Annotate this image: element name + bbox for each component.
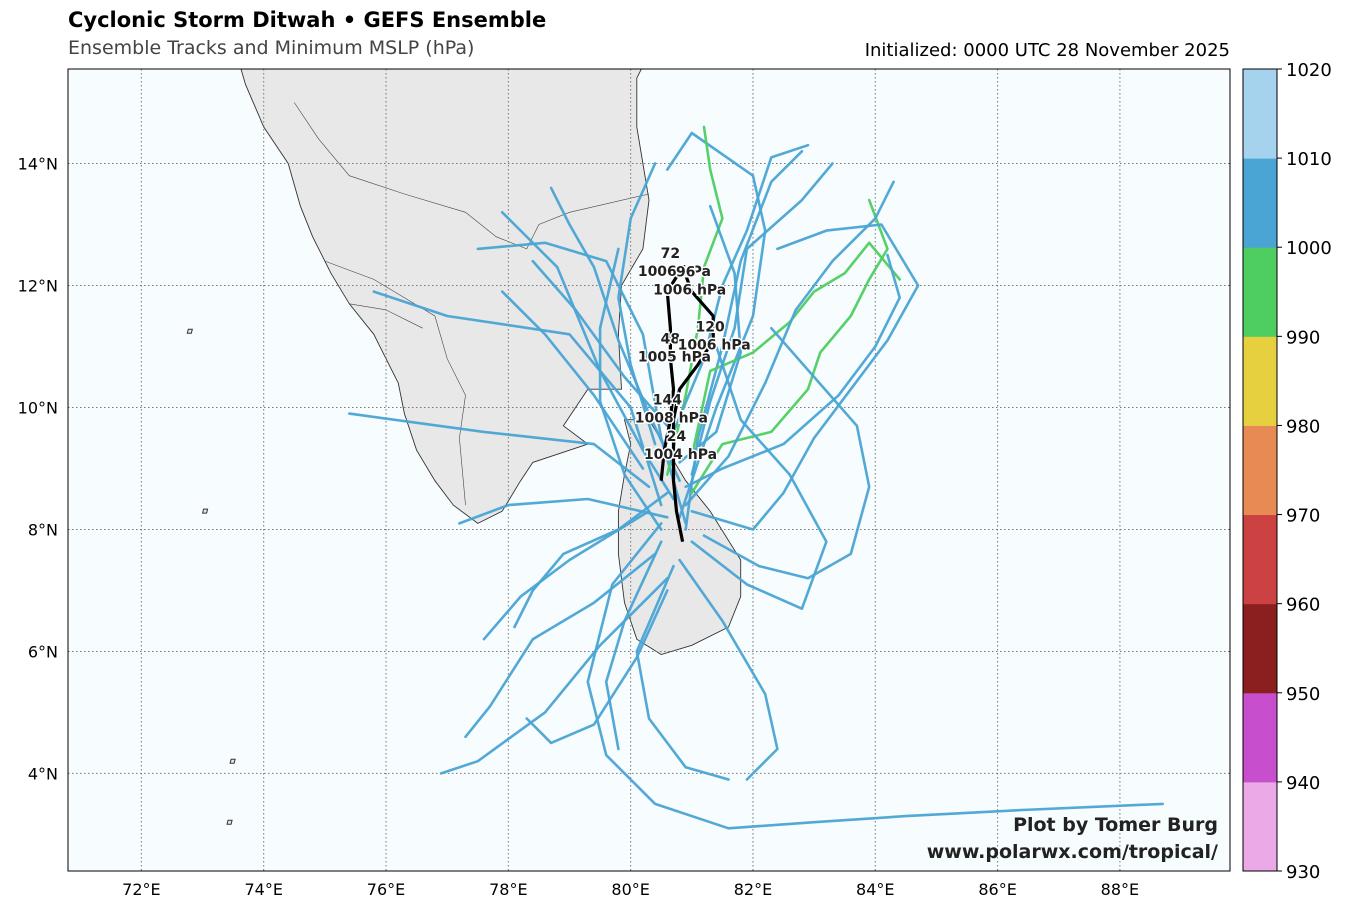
ensemble-member-track: [513, 491, 669, 629]
ensemble-member-track: [586, 522, 1164, 830]
colorbar-frame: [1242, 68, 1278, 872]
ensemble-member-track: [617, 162, 657, 446]
forecast-hour-label: 120: [696, 319, 725, 335]
ensemble-member-track: [690, 241, 902, 458]
forecast-pressure-label: 1004 hPa: [644, 447, 717, 463]
chart-subtitle: Ensemble Tracks and Minimum MSLP (hPa): [68, 37, 475, 59]
longitude-tick-label: 74°E: [244, 880, 282, 899]
latitude-tick-label: 4°N: [28, 764, 58, 783]
forecast-hour-label: 144: [653, 392, 682, 408]
ensemble-tracks: [347, 125, 1164, 830]
credit-website: www.polarwx.com/tropical/: [927, 841, 1218, 863]
ensemble-member-track: [684, 180, 895, 507]
ensemble-member-track: [604, 540, 663, 751]
colorbar-tick-label: 1020: [1286, 60, 1332, 81]
ensemble-member-track: [690, 345, 828, 611]
chart-title: Cyclonic Storm Ditwah • GEFS Ensemble: [68, 8, 547, 32]
longitude-tick-label: 76°E: [367, 880, 405, 899]
colorbar-tick-label: 930: [1286, 862, 1320, 883]
colorbar-segment: [1243, 514, 1277, 605]
colorbar-segment: [1243, 69, 1277, 159]
forecast-pressure-label: 1008 hPa: [635, 410, 708, 426]
longitude-tick-label: 88°E: [1101, 880, 1139, 899]
ensemble-member-track: [665, 125, 724, 476]
lat-lon-gridlines: [68, 69, 1230, 871]
colorbar-tick-label: 950: [1286, 684, 1320, 705]
colorbar-tick-label: 1010: [1286, 149, 1332, 170]
state-border: [294, 102, 650, 250]
latitude-tick-labels: 4°N 6°N 8°N 10°N 12°N 14°N: [18, 155, 58, 784]
colorbar-tick-label: 980: [1286, 416, 1320, 437]
colorbar-segment: [1243, 247, 1277, 337]
ensemble-member-track: [672, 143, 810, 434]
ensemble-member-track: [678, 558, 779, 781]
longitude-tick-label: 78°E: [489, 880, 527, 899]
forecast-hour-label: 48: [661, 331, 680, 347]
latitude-tick-label: 6°N: [28, 642, 58, 661]
map-frame: [67, 68, 1231, 872]
longitude-tick-label: 82°E: [734, 880, 772, 899]
ensemble-member-track: [665, 131, 767, 519]
colorbar-segment: [1243, 425, 1277, 516]
credit-author: Plot by Tomer Burg: [1013, 814, 1218, 836]
forecast-pressure-label: 1006 hPa: [653, 282, 726, 298]
longitude-tick-label: 84°E: [856, 880, 894, 899]
ensemble-member-track: [690, 198, 889, 495]
colorbar-tick-label: 940: [1286, 773, 1320, 794]
ensemble-mean-track: [659, 265, 715, 543]
ensemble-member-track: [598, 247, 663, 531]
latitude-tick-label: 12°N: [18, 277, 58, 296]
latitude-tick-label: 10°N: [18, 398, 58, 417]
forecast-hour-label: 24: [667, 429, 687, 445]
colorbar-segment: [1243, 158, 1277, 248]
ensemble-member-track: [702, 326, 871, 580]
ensemble-member-track: [458, 497, 669, 525]
colorbar-segment: [1243, 336, 1277, 426]
ensemble-member-track: [464, 552, 657, 739]
longitude-tick-label: 80°E: [611, 880, 649, 899]
latitude-tick-label: 14°N: [18, 155, 58, 174]
ensemble-member-track: [500, 290, 645, 470]
india-landmass: [240, 69, 650, 524]
colorbar-tick-label: 1000: [1286, 238, 1332, 259]
ensemble-member-track: [690, 223, 920, 531]
ensemble-member-track: [684, 253, 902, 489]
colorbar-segment: [1243, 781, 1277, 872]
colorbar-segment: [1243, 692, 1277, 783]
ensemble-member-track: [635, 564, 730, 781]
longitude-tick-label: 72°E: [122, 880, 160, 899]
ensemble-member-track: [690, 162, 834, 476]
forecast-pressure-label: 1006 hPa: [638, 264, 711, 280]
ensemble-member-track: [678, 204, 743, 464]
colorbar-segment: [1243, 603, 1277, 694]
longitude-tick-labels: 72°E 74°E 76°E 78°E 80°E 82°E 84°E 86°E 88°E: [122, 880, 1139, 899]
mslp-colorbar: 930 940 950 960 970 980 990 1000 1010 1020: [1242, 60, 1332, 883]
forecast-pressure-label: 1005 hPa: [638, 349, 711, 365]
state-border: [324, 260, 466, 506]
longitude-tick-label: 86°E: [978, 880, 1016, 899]
ensemble-member-track: [439, 576, 669, 775]
ensemble-member-track: [372, 290, 663, 507]
ensemble-member-track: [525, 589, 669, 745]
colorbar-tick-label: 990: [1286, 327, 1320, 348]
latitude-tick-label: 8°N: [28, 520, 58, 539]
forecast-pressure-label: 1006 hPa: [678, 337, 751, 353]
forecast-hour-label: 96: [676, 264, 695, 280]
colorbar-tick-label: 970: [1286, 506, 1320, 527]
colorbar-tick-label: 960: [1286, 595, 1320, 616]
lakshadweep-islands: [186, 328, 236, 825]
ensemble-member-track: [482, 509, 651, 641]
forecast-hour-label: 72: [661, 246, 680, 262]
initialization-time: Initialized: 0000 UTC 28 November 2025: [864, 40, 1230, 61]
